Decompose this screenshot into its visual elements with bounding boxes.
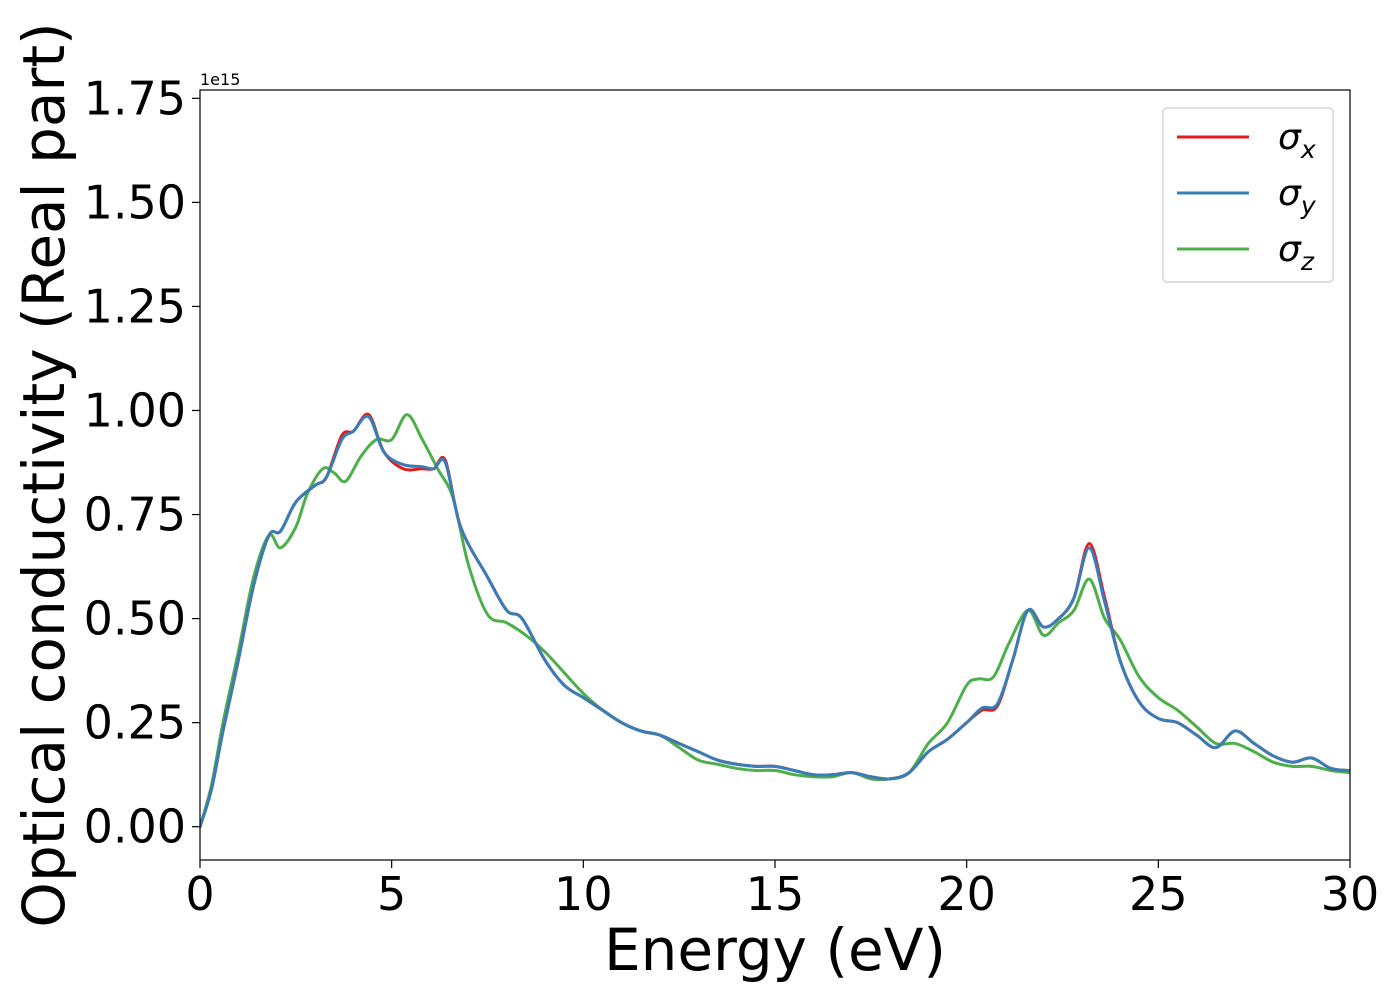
legend-frame bbox=[1162, 107, 1334, 283]
y-tick-label: 1.25 bbox=[84, 279, 186, 333]
x-axis-ticks: 0 5 10 15 20 25 30 bbox=[185, 860, 1379, 921]
y-axis-offset-text: 1e15 bbox=[200, 70, 240, 89]
y-tick-label: 0.75 bbox=[84, 488, 186, 542]
y-tick-label: 0.25 bbox=[84, 696, 186, 750]
x-tick-label: 20 bbox=[937, 867, 996, 921]
x-tick-label: 0 bbox=[185, 867, 214, 921]
y-tick-label: 1.75 bbox=[84, 71, 186, 125]
y-tick-label: 0.50 bbox=[84, 592, 186, 646]
x-tick-label: 30 bbox=[1321, 867, 1380, 921]
x-tick-label: 15 bbox=[746, 867, 805, 921]
plot-content bbox=[200, 412, 1350, 829]
series-line-z bbox=[200, 413, 1350, 829]
y-tick-label: 0.00 bbox=[84, 800, 186, 854]
x-tick-label: 10 bbox=[554, 867, 613, 921]
y-axis-ticks: 0.00 0.25 0.50 0.75 1.00 1.25 1.50 1.75 bbox=[84, 71, 200, 854]
series-line-y bbox=[200, 414, 1350, 829]
series-line-x bbox=[200, 412, 1350, 829]
x-axis-title: Energy (eV) bbox=[604, 916, 946, 984]
x-tick-label: 5 bbox=[377, 867, 406, 921]
y-tick-label: 1.00 bbox=[84, 383, 186, 437]
y-axis-title: Optical conductivity (Real part) bbox=[10, 22, 78, 927]
x-tick-label: 25 bbox=[1129, 867, 1188, 921]
y-tick-label: 1.50 bbox=[84, 175, 186, 229]
